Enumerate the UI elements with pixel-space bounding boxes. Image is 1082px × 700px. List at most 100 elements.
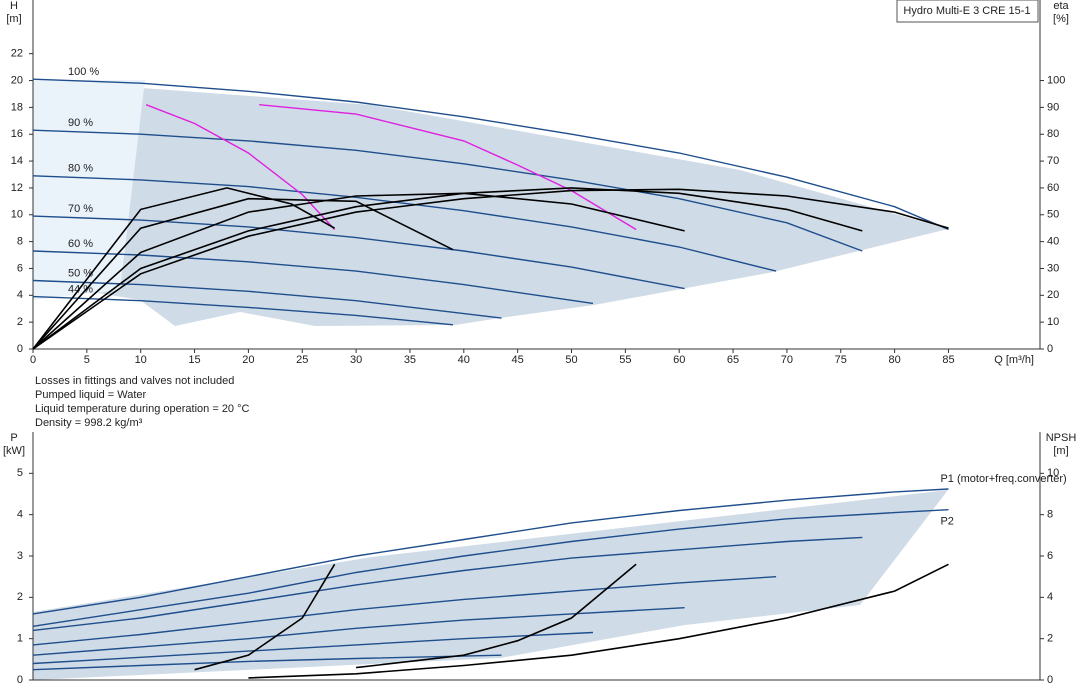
x-tick-label: 15 xyxy=(188,354,200,366)
y-tick-label: 16 xyxy=(11,128,23,140)
curve xyxy=(145,104,336,230)
curve-label: 50 % xyxy=(68,267,93,279)
y2-tick-label: 10 xyxy=(1047,467,1059,479)
curve xyxy=(248,563,949,679)
curve-label: 100 % xyxy=(68,66,99,78)
y2-axis-label: NPSH xyxy=(1046,432,1077,444)
y2-tick-label: 2 xyxy=(1047,633,1053,645)
y-axis-label: H xyxy=(10,0,18,12)
x-tick-label: 30 xyxy=(350,354,362,366)
curve-label: P2 xyxy=(940,516,953,528)
curve xyxy=(32,129,863,252)
y-tick-label: 5 xyxy=(17,467,23,479)
curve xyxy=(194,563,336,671)
y-axis-label: [m] xyxy=(6,13,21,25)
box-title: Hydro Multi-E 3 CRE 15-1 xyxy=(903,5,1030,17)
y2-tick-label: 40 xyxy=(1047,236,1059,248)
x-tick-label: 45 xyxy=(512,354,524,366)
y-tick-label: 22 xyxy=(11,48,23,60)
y2-tick-label: 20 xyxy=(1047,289,1059,301)
curve xyxy=(32,607,685,656)
x-tick-label: 85 xyxy=(942,354,954,366)
curve xyxy=(32,188,949,350)
x-tick-label: 40 xyxy=(458,354,470,366)
y2-tick-label: 0 xyxy=(1047,674,1053,686)
curve xyxy=(32,536,863,632)
curve-label: 60 % xyxy=(68,238,93,250)
y2-axis-label: [%] xyxy=(1053,13,1069,25)
y-axis-label: P xyxy=(10,432,17,444)
curve xyxy=(32,250,594,305)
curve xyxy=(32,187,335,350)
y2-axis-label: eta xyxy=(1053,0,1069,12)
y-tick-label: 12 xyxy=(11,182,23,194)
x-tick-label: 80 xyxy=(888,354,900,366)
y2-tick-label: 80 xyxy=(1047,128,1059,140)
title-box xyxy=(896,0,1039,23)
curve xyxy=(32,215,685,290)
y2-tick-label: 90 xyxy=(1047,101,1059,113)
x-tick-label: 55 xyxy=(619,354,631,366)
y-tick-label: 0 xyxy=(17,343,23,355)
curve-label: 80 % xyxy=(68,163,93,175)
curve xyxy=(32,175,777,272)
x-tick-label: 10 xyxy=(135,354,147,366)
y-tick-label: 2 xyxy=(17,316,23,328)
curve xyxy=(32,488,949,615)
y2-tick-label: 4 xyxy=(1047,591,1053,603)
x-tick-label: 60 xyxy=(673,354,685,366)
y-tick-label: 14 xyxy=(11,155,23,167)
note: Liquid temperature during operation = 20… xyxy=(35,403,250,415)
curve xyxy=(259,104,637,231)
y-tick-label: 2 xyxy=(17,591,23,603)
y2-tick-label: 0 xyxy=(1047,343,1053,355)
power-area xyxy=(33,490,948,680)
x-axis-label: Q [m³/h] xyxy=(994,354,1034,366)
curve xyxy=(32,279,502,319)
curve-label: P1 (motor+freq.converter) xyxy=(940,473,1066,485)
curve-label: 44 % xyxy=(68,284,93,296)
y-tick-label: 18 xyxy=(11,101,23,113)
y2-tick-label: 60 xyxy=(1047,182,1059,194)
note: Pumped liquid = Water xyxy=(35,389,147,401)
y2-tick-label: 6 xyxy=(1047,550,1053,562)
curve-label: 90 % xyxy=(68,117,93,129)
x-tick-label: 25 xyxy=(296,354,308,366)
y-tick-label: 4 xyxy=(17,509,23,521)
operating-area-light xyxy=(33,80,145,300)
curve xyxy=(32,192,685,350)
note: Density = 998.2 kg/m³ xyxy=(35,417,143,429)
y2-tick-label: 50 xyxy=(1047,209,1059,221)
y2-tick-label: 8 xyxy=(1047,509,1053,521)
y-tick-label: 8 xyxy=(17,236,23,248)
x-tick-label: 0 xyxy=(30,354,36,366)
curve xyxy=(32,509,949,627)
curve xyxy=(32,78,949,231)
curve xyxy=(32,197,454,350)
y-axis-label: [kW] xyxy=(3,445,25,457)
y2-tick-label: 10 xyxy=(1047,316,1059,328)
x-tick-label: 20 xyxy=(242,354,254,366)
y-tick-label: 0 xyxy=(17,674,23,686)
y2-tick-label: 100 xyxy=(1047,74,1065,86)
y2-axis-label: [m] xyxy=(1053,445,1068,457)
y-tick-label: 20 xyxy=(11,74,23,86)
x-tick-label: 75 xyxy=(835,354,847,366)
y2-tick-label: 30 xyxy=(1047,262,1059,274)
curve xyxy=(356,563,637,669)
x-tick-label: 70 xyxy=(781,354,793,366)
y-tick-label: 4 xyxy=(17,289,23,301)
y-tick-label: 3 xyxy=(17,550,23,562)
note: Losses in fittings and valves not includ… xyxy=(35,375,234,387)
x-tick-label: 50 xyxy=(565,354,577,366)
curve xyxy=(32,631,594,665)
y-tick-label: 1 xyxy=(17,633,23,645)
x-tick-label: 5 xyxy=(84,354,90,366)
curve-label: 70 % xyxy=(68,203,93,215)
y-tick-label: 10 xyxy=(11,209,23,221)
y2-tick-label: 70 xyxy=(1047,155,1059,167)
x-tick-label: 35 xyxy=(404,354,416,366)
curve xyxy=(32,576,777,646)
